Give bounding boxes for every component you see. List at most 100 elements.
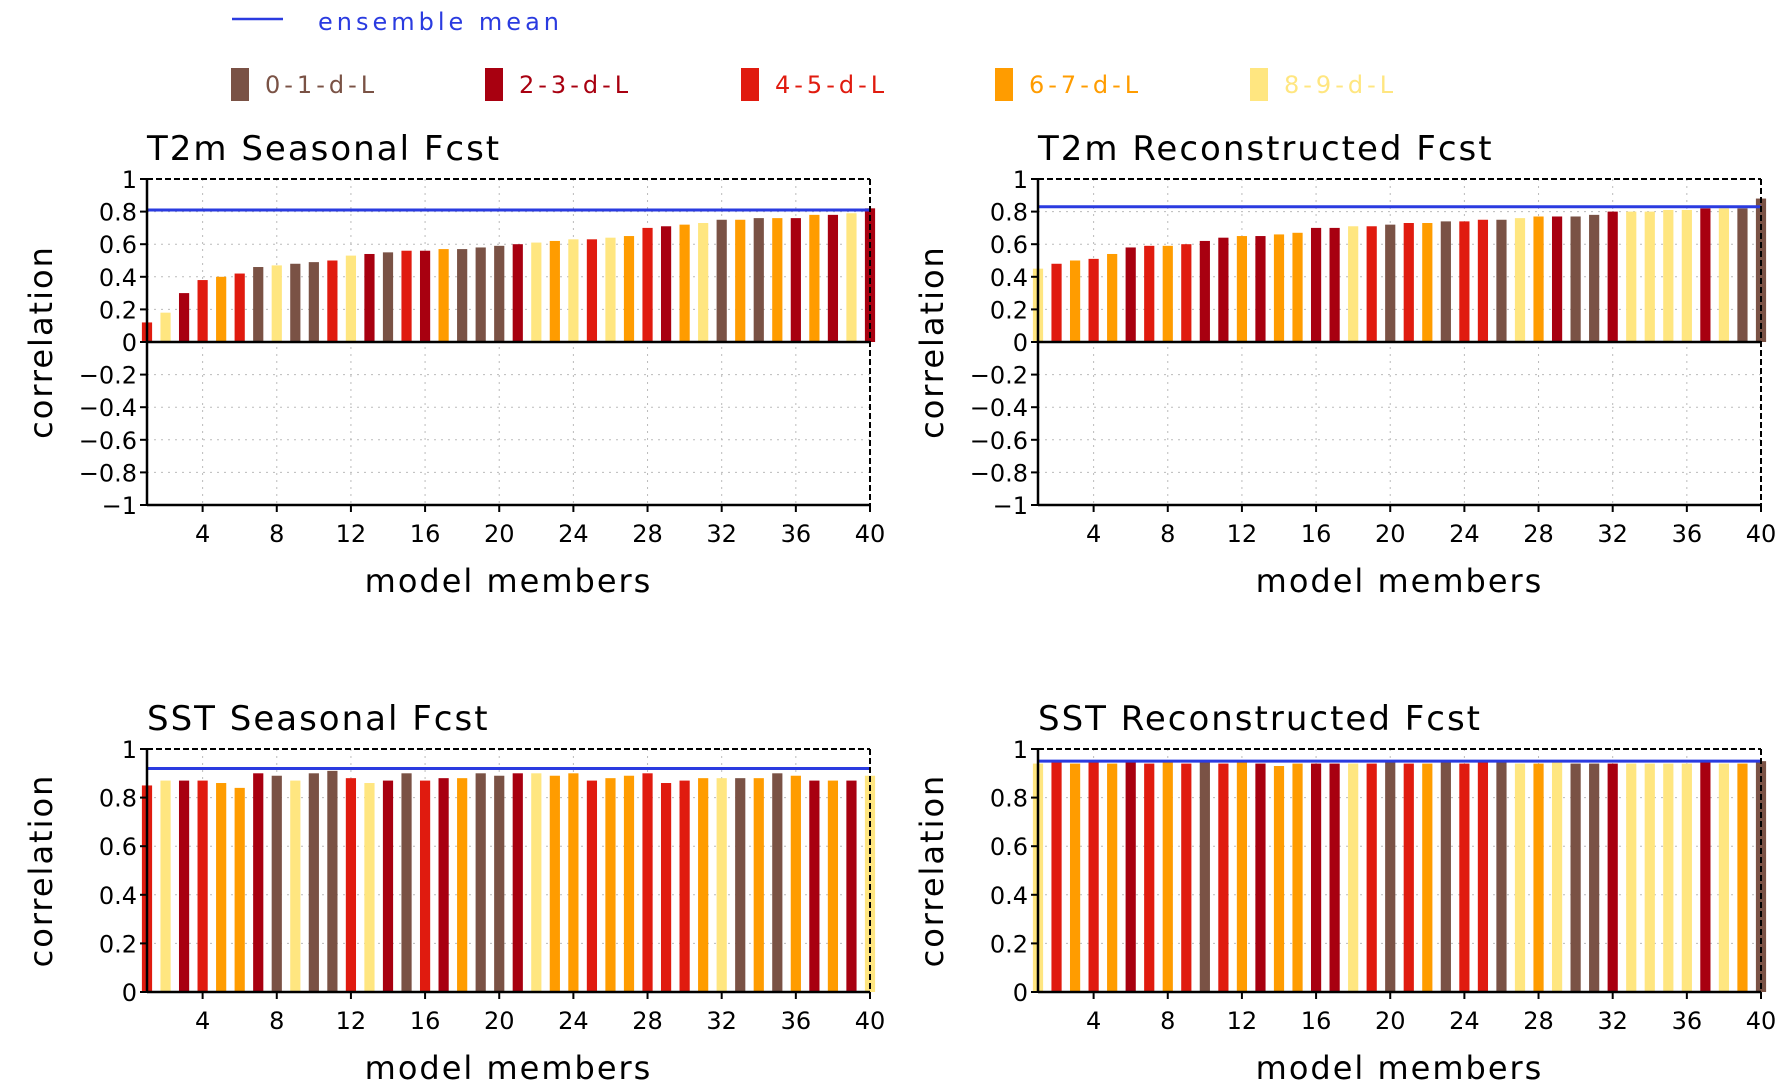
y-tick-label: 0.4 (99, 264, 137, 292)
y-tick-label: 0 (122, 329, 137, 357)
bar-member-27 (1514, 218, 1526, 342)
bar-member-6 (1125, 247, 1136, 342)
bar-member-15 (1292, 232, 1303, 342)
bar-member-33 (735, 778, 746, 992)
legend-swatch-4 (1250, 68, 1268, 101)
x-tick-label: 20 (1375, 1007, 1406, 1035)
bar-member-14 (382, 780, 394, 992)
bar-member-13 (364, 253, 375, 342)
bar-member-26 (1496, 761, 1507, 992)
x-tick-label: 28 (1523, 520, 1554, 548)
bar-member-37 (809, 780, 820, 992)
bar-member-21 (1403, 763, 1414, 992)
x-tick-label: 40 (1746, 520, 1777, 548)
bar-member-5 (1107, 253, 1118, 342)
x-tick-label: 28 (632, 520, 663, 548)
x-tick-label: 32 (1597, 1007, 1628, 1035)
bar-member-20 (494, 245, 505, 342)
x-tick-label: 36 (781, 520, 812, 548)
bar-member-7 (253, 773, 264, 992)
y-tick-label: −0.4 (970, 394, 1028, 422)
chart-panel-2: 1 0.8 0.6 0.4 0.2 0 −0.2 −0.4 −0.6 −0.8 −1 4 8 12 16 20… (913, 129, 1776, 600)
legend-swatch-1 (485, 68, 503, 101)
bar-member-19 (475, 247, 486, 342)
bar-member-28 (1533, 216, 1544, 342)
x-tick-label: 24 (1449, 520, 1480, 548)
y-axis-label: correlation (913, 774, 951, 968)
bar-member-27 (1514, 763, 1526, 992)
bar-member-20 (494, 775, 505, 992)
bar-member-22 (531, 773, 542, 992)
y-tick-label: 0.2 (99, 930, 137, 958)
x-tick-label: 32 (706, 520, 737, 548)
bar-member-7 (1144, 763, 1155, 992)
bar-member-25 (586, 780, 598, 992)
bar-member-2 (1051, 263, 1062, 342)
bar-member-11 (327, 260, 338, 342)
y-tick-label: 0.2 (990, 930, 1028, 958)
bar-member-22 (531, 242, 542, 342)
bar-member-12 (1236, 761, 1248, 992)
bar-member-7 (253, 267, 264, 342)
bar-member-16 (419, 250, 431, 342)
bar-member-19 (1366, 226, 1377, 342)
bar-member-34 (1644, 763, 1655, 992)
y-tick-label: −0.4 (79, 394, 137, 422)
chart-panel-3: 1 0.8 0.6 0.4 0.2 0 4 8 12 16 20 24 28 32 36 40 SST Seas… (22, 699, 885, 1087)
x-tick-label: 4 (195, 1007, 210, 1035)
x-axis-label: model members (1256, 1049, 1544, 1087)
x-tick-label: 28 (1523, 1007, 1554, 1035)
bar-member-37 (809, 214, 820, 342)
bar-member-23 (1440, 761, 1451, 992)
bar-member-24 (1459, 763, 1470, 992)
bar-member-5 (216, 783, 227, 992)
x-tick-label: 40 (855, 520, 886, 548)
y-tick-label: −0.8 (970, 459, 1028, 487)
bar-member-36 (1681, 763, 1692, 992)
bar-member-35 (772, 218, 783, 342)
bar-member-2 (1051, 761, 1062, 992)
bar-member-12 (345, 778, 357, 992)
x-tick-label: 36 (1672, 1007, 1703, 1035)
bar-member-29 (1551, 216, 1563, 342)
legend-label-3: 6-7-d-L (1029, 71, 1142, 99)
bar-member-9 (290, 263, 301, 342)
bar-member-12 (345, 255, 357, 342)
bar-member-28 (642, 227, 653, 342)
bar-member-39 (1737, 763, 1748, 992)
y-axis-label: correlation (22, 774, 60, 968)
bar-member-3 (1069, 260, 1081, 342)
bar-member-24 (568, 773, 579, 992)
x-tick-label: 36 (781, 1007, 812, 1035)
y-tick-label: −1 (993, 492, 1028, 520)
bar-member-15 (401, 250, 412, 342)
bar-member-39 (846, 780, 857, 992)
bar-member-22 (1422, 223, 1433, 342)
bar-member-10 (1199, 761, 1210, 992)
bar-member-36 (790, 218, 801, 342)
bar-member-30 (1570, 216, 1581, 342)
legend-swatch-2 (741, 68, 759, 101)
x-tick-label: 24 (558, 520, 589, 548)
bar-member-34 (1644, 211, 1655, 342)
x-tick-label: 24 (1449, 1007, 1480, 1035)
bar-member-9 (1181, 763, 1192, 992)
bar-member-34 (753, 218, 764, 342)
y-tick-label: 1 (122, 166, 137, 194)
bar-member-33 (735, 219, 746, 342)
x-tick-label: 16 (1301, 520, 1332, 548)
y-tick-label: −0.6 (79, 427, 137, 455)
bar-member-36 (790, 775, 801, 992)
bar-member-3 (178, 293, 190, 342)
bar-member-35 (1663, 209, 1674, 342)
legend-swatch-3 (995, 68, 1013, 101)
x-tick-label: 8 (1160, 1007, 1175, 1035)
bar-member-14 (1273, 766, 1285, 992)
bar-member-5 (1107, 763, 1118, 992)
bar-member-12 (1236, 236, 1248, 342)
bar-member-6 (234, 787, 245, 992)
y-tick-label: −1 (102, 492, 137, 520)
x-tick-label: 8 (1160, 520, 1175, 548)
bar-member-19 (1366, 763, 1377, 992)
